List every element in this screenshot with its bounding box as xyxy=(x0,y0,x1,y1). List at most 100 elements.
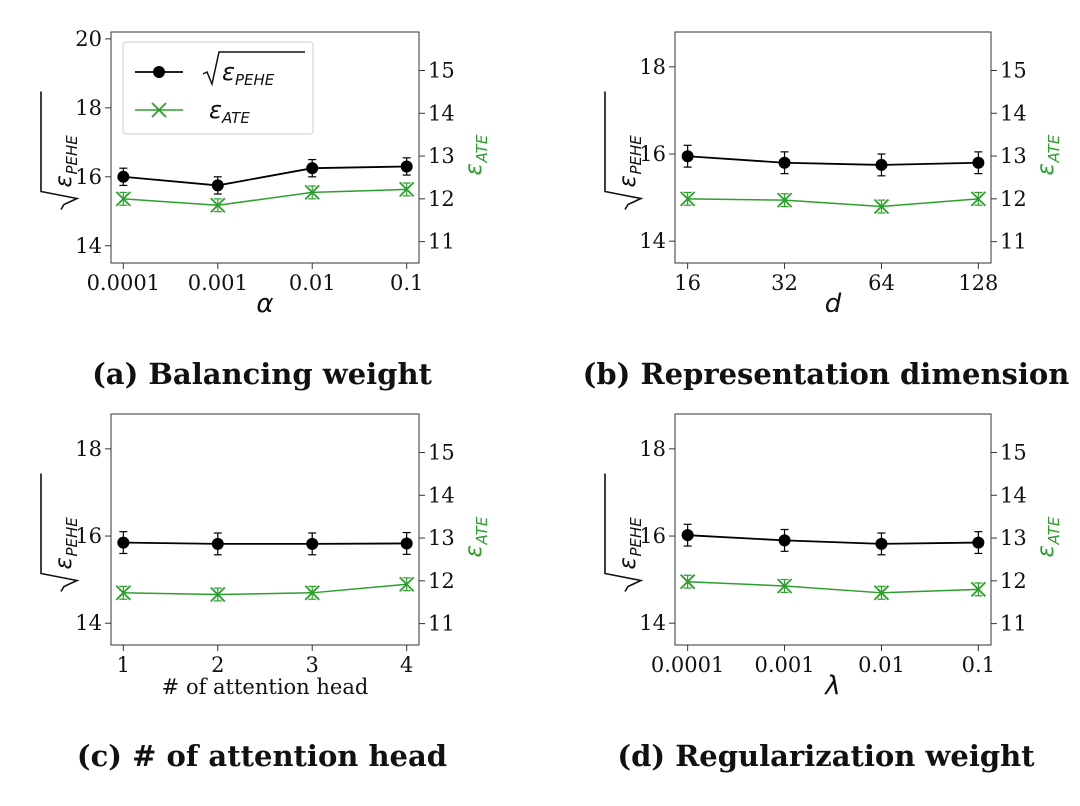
x-marker-stroke xyxy=(210,586,226,603)
left-tick-label: 18 xyxy=(75,96,102,120)
x-tick-label: 0.01 xyxy=(289,271,336,295)
right-axis-subscript: ATE xyxy=(1045,516,1063,545)
right-tick-label: 14 xyxy=(1000,101,1027,125)
right-tick-label: 11 xyxy=(1000,612,1027,636)
right-tick-label: 14 xyxy=(428,101,455,125)
left-axis-symbol: ε xyxy=(615,175,641,187)
plot-frame xyxy=(674,31,992,264)
right-axis-symbol: ε xyxy=(461,545,487,557)
series-pehe xyxy=(117,531,413,556)
right-tick-label: 13 xyxy=(1000,526,1027,550)
plot-frame xyxy=(674,413,992,646)
data-point xyxy=(681,150,694,163)
plot-frame xyxy=(110,31,420,264)
left-tick-label: 16 xyxy=(639,524,666,548)
x-tick-label: 128 xyxy=(958,271,998,295)
x-axis-label: α xyxy=(256,289,273,319)
series-line xyxy=(123,165,407,187)
right-tick-label: 15 xyxy=(1000,59,1027,83)
data-point xyxy=(210,586,226,603)
x-marker-stroke xyxy=(873,198,890,215)
left-tick-label: 16 xyxy=(75,165,102,189)
left-axis-subscript: PEHE xyxy=(627,517,645,557)
plot-frame xyxy=(110,413,420,646)
sqrt-symbol xyxy=(40,91,80,210)
data-point xyxy=(970,191,986,207)
legend-label-ate: ε xyxy=(209,96,222,124)
x-axis-label: λ xyxy=(823,671,840,701)
data-point xyxy=(304,585,320,601)
data-point xyxy=(400,160,413,173)
series-pehe xyxy=(681,523,985,556)
left-axis-subscript: PEHE xyxy=(63,517,81,557)
series-line xyxy=(123,583,407,596)
right-tick-label: 15 xyxy=(428,441,455,465)
x-marker-stroke xyxy=(873,585,890,601)
x-marker-stroke xyxy=(210,197,226,213)
legend-marker-ate xyxy=(151,102,167,118)
data-point xyxy=(873,585,890,601)
left-tick-label: 16 xyxy=(75,524,102,548)
x-tick-label: 0.001 xyxy=(754,653,814,677)
right-axis-subscript: ATE xyxy=(1045,134,1063,163)
right-axis-symbol: ε xyxy=(1033,545,1059,557)
data-point xyxy=(875,158,888,171)
right-tick-label: 15 xyxy=(1000,441,1027,465)
series-line xyxy=(123,188,407,207)
data-point xyxy=(680,574,696,590)
panel-caption: (c) # of attention head xyxy=(77,739,447,773)
x-tick-label: 64 xyxy=(868,271,895,295)
panel-caption: (b) Representation dimension xyxy=(583,357,1070,391)
right-axis-symbol: ε xyxy=(461,163,487,175)
x-marker-stroke xyxy=(776,192,793,208)
series-ate xyxy=(680,191,986,215)
left-tick-label: 18 xyxy=(639,437,666,461)
x-marker-stroke xyxy=(970,191,986,207)
data-point xyxy=(873,198,890,215)
data-point xyxy=(115,191,131,207)
series-line xyxy=(687,155,979,166)
right-tick-label: 15 xyxy=(428,59,455,83)
x-tick-label: 0.0001 xyxy=(87,271,160,295)
left-tick-label: 18 xyxy=(75,437,102,461)
data-point xyxy=(778,156,791,169)
left-axis-subscript: PEHE xyxy=(627,135,645,175)
series-ate xyxy=(680,574,986,601)
right-tick-label: 12 xyxy=(1000,187,1027,211)
sqrt-symbol xyxy=(604,473,644,592)
x-marker-stroke xyxy=(304,585,320,601)
data-point xyxy=(776,578,793,594)
right-axis-subscript: ATE xyxy=(473,516,491,545)
right-tick-label: 12 xyxy=(1000,569,1027,593)
data-point xyxy=(210,197,226,213)
legend-label-pehe: ε xyxy=(222,58,235,86)
x-marker-stroke xyxy=(304,184,320,201)
data-point xyxy=(776,192,793,208)
right-tick-label: 12 xyxy=(428,569,455,593)
x-marker-stroke xyxy=(776,578,793,594)
data-point xyxy=(399,576,415,592)
series-line xyxy=(123,541,407,545)
left-tick-label: 20 xyxy=(75,27,102,51)
left-tick-label: 14 xyxy=(75,234,102,258)
right-tick-label: 11 xyxy=(428,612,455,636)
left-tick-label: 18 xyxy=(639,55,666,79)
x-tick-label: 0.001 xyxy=(188,271,248,295)
left-tick-label: 14 xyxy=(639,611,666,635)
legend-marker-pehe xyxy=(153,66,165,78)
data-point xyxy=(117,536,130,549)
x-marker-stroke xyxy=(970,581,986,598)
right-tick-label: 11 xyxy=(428,230,455,254)
x-axis-label: # of attention head xyxy=(162,675,369,699)
x-marker-stroke xyxy=(399,181,415,198)
panel-caption: (a) Balancing weight xyxy=(92,357,432,391)
legend-sub-pehe: PEHE xyxy=(235,71,275,89)
